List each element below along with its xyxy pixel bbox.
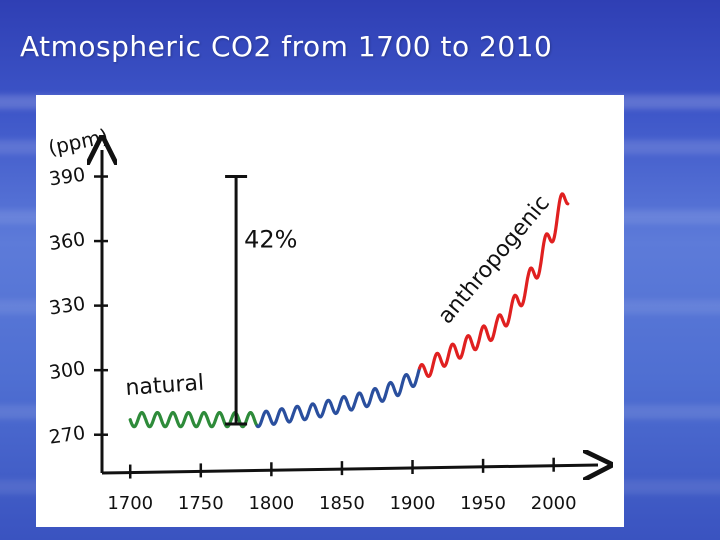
x-tick-label: 1700 <box>107 493 153 514</box>
natural-label: natural <box>125 371 205 401</box>
y-tick-label: 360 <box>48 228 87 255</box>
y-ticks: 270 300 330 360 390 <box>48 164 108 449</box>
y-tick-label: 390 <box>48 164 87 191</box>
anthropogenic-label: anthropogenic <box>433 191 554 329</box>
x-tick-label: 2000 <box>531 493 577 514</box>
x-tick-label: 1800 <box>248 493 294 514</box>
increase-label: 42% <box>244 226 297 254</box>
series-line <box>255 366 422 429</box>
x-tick-label: 1950 <box>460 493 506 514</box>
series-line <box>418 192 570 378</box>
y-tick-label: 300 <box>48 357 87 384</box>
slide-title: Atmospheric CO2 from 1700 to 2010 <box>20 30 553 63</box>
chart-panel: (ppm) 270 300 330 360 390 1700 1750 1800 1850 19… <box>36 95 624 527</box>
y-tick-label: 270 <box>48 422 87 449</box>
x-axis <box>101 465 598 473</box>
y-tick-label: 330 <box>48 293 87 320</box>
x-tick-label: 1750 <box>178 493 224 514</box>
x-tick-label: 1900 <box>390 493 436 514</box>
x-tick-label: 1850 <box>319 493 365 514</box>
x-ticks: 1700 1750 1800 1850 1900 1950 2000 <box>107 457 577 514</box>
